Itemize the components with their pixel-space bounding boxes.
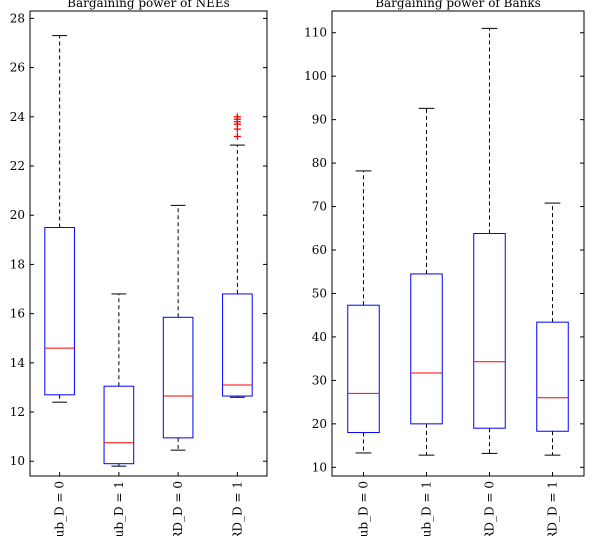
chart-title: Bargaining power of Banks — [375, 0, 541, 10]
x-category-label: RD_D = 0 — [483, 481, 497, 536]
y-tick-label: 20 — [312, 417, 327, 431]
x-category-label: Sub_D = 0 — [53, 481, 67, 536]
box — [536, 321, 569, 432]
x-category-label: RD_D = 0 — [171, 481, 185, 536]
nees-chart-panel: Bargaining power of NEEs 10 12 14 16 18 20 22 24… — [10, 0, 268, 536]
y-tick-label: 18 — [10, 257, 25, 271]
y-tick-label: 10 — [312, 460, 327, 474]
y-tick-label: 40 — [312, 330, 327, 344]
x-category-label: RD_D = 1 — [230, 481, 244, 536]
y-tick-label: 100 — [304, 69, 327, 83]
y-tick-label: 50 — [312, 286, 327, 300]
outlier-point — [233, 132, 241, 140]
box — [222, 293, 253, 397]
box — [347, 304, 380, 434]
y-tick-label: 16 — [10, 307, 25, 321]
chart-title: Bargaining power of NEEs — [67, 0, 230, 10]
box — [162, 316, 194, 439]
y-tick-label: 12 — [10, 405, 25, 419]
x-category-label: Sub_D = 1 — [420, 481, 434, 536]
plot-frame — [331, 10, 585, 477]
banks-chart-panel: Bargaining power of Banks 10 20 30 40 50 60 70 8… — [304, 0, 585, 536]
y-tick-label: 28 — [10, 11, 25, 25]
box — [410, 273, 443, 425]
box — [44, 227, 75, 396]
box — [103, 385, 135, 465]
outlier-point — [233, 113, 241, 121]
y-tick-label: 90 — [312, 113, 327, 127]
y-tick-label: 24 — [10, 110, 26, 124]
y-tick-label: 20 — [10, 208, 25, 222]
x-category-label: Sub_D = 0 — [357, 481, 371, 536]
box — [473, 233, 506, 429]
y-tick-label: 26 — [10, 61, 25, 75]
x-category-label: RD_D = 1 — [546, 481, 560, 536]
y-tick-label: 14 — [10, 356, 26, 370]
y-tick-label: 60 — [312, 243, 327, 257]
y-tick-label: 80 — [312, 156, 327, 170]
x-category-label: Sub_D = 1 — [112, 481, 126, 536]
y-tick-label: 10 — [10, 454, 25, 468]
y-tick-label: 110 — [304, 26, 327, 40]
plot-frame — [29, 10, 268, 477]
y-tick-label: 30 — [312, 373, 327, 387]
y-tick-label: 70 — [312, 200, 327, 214]
y-tick-label: 22 — [10, 159, 25, 173]
